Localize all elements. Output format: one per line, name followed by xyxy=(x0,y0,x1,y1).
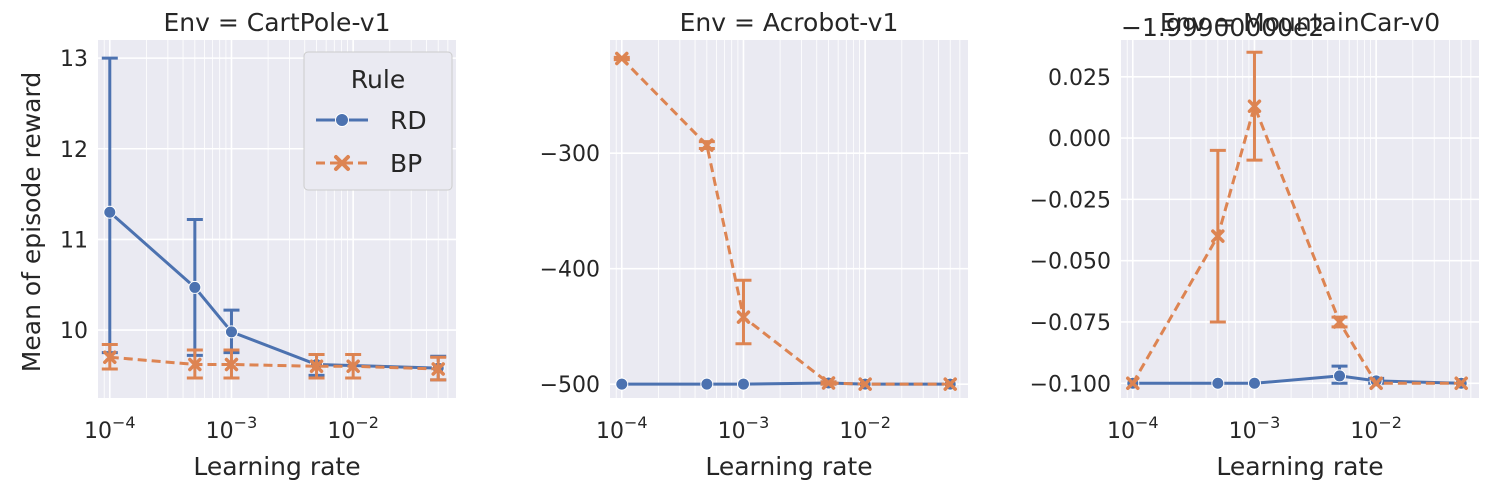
series-bp xyxy=(613,51,957,391)
legend: Rule RD BP xyxy=(303,51,453,191)
panel-title: Env = MountainCar-v0 xyxy=(1160,8,1440,37)
panels: 10−4 10−3 10−2 10 11 12 13 Env = CartPole-v1 10−… xyxy=(60,8,1479,444)
x-tick-label: 10−2 xyxy=(327,413,379,444)
data-point xyxy=(858,377,872,391)
panel-title: Env = Acrobot-v1 xyxy=(680,8,899,37)
legend-label-bp: BP xyxy=(390,149,422,178)
y-offset-text: −1.99900000e2 xyxy=(1121,13,1324,42)
y-tick-label: 11 xyxy=(60,228,88,253)
y-tick-label: 13 xyxy=(60,47,88,72)
data-point xyxy=(1369,376,1383,391)
x-tick-label: 10−2 xyxy=(839,413,891,444)
x-tick-label: 10−3 xyxy=(1229,413,1281,444)
y-tick-label: −400 xyxy=(540,258,600,283)
y-tick-label: −0.075 xyxy=(1030,311,1111,336)
series-bp xyxy=(101,343,447,382)
data-point xyxy=(615,51,629,66)
data-point xyxy=(1211,229,1225,243)
y-tick-label: −0.025 xyxy=(1030,188,1111,213)
x-tick-label: 10−4 xyxy=(1107,413,1159,444)
data-point xyxy=(1211,376,1225,390)
series-line xyxy=(620,57,951,386)
data-point xyxy=(700,138,714,152)
series-line xyxy=(1131,101,1462,385)
data-point xyxy=(346,359,360,374)
y-tick-label: 0.025 xyxy=(1048,66,1111,91)
data-point xyxy=(103,350,117,364)
x-axis-label-3: Learning rate xyxy=(1216,452,1383,481)
series-bp xyxy=(1126,50,1468,391)
data-point xyxy=(188,280,202,294)
y-tick-label: −300 xyxy=(540,142,600,167)
data-point xyxy=(103,205,117,219)
legend-frame xyxy=(303,51,453,191)
panel-title: Env = CartPole-v1 xyxy=(164,8,391,37)
data-point xyxy=(821,376,836,390)
plot-area xyxy=(610,40,968,398)
data-point xyxy=(1454,376,1468,391)
panel-3: 10−4 10−3 10−2 −0.100 −0.075 −0.050 −0.025 0.00… xyxy=(1030,8,1479,444)
x-axis-label-1: Learning rate xyxy=(193,452,360,481)
x-tick-label: 10−2 xyxy=(1350,413,1402,444)
data-point xyxy=(224,357,239,372)
data-point xyxy=(736,377,750,391)
legend-label-rd: RD xyxy=(390,106,427,135)
data-point xyxy=(188,357,202,372)
data-point xyxy=(1126,376,1140,391)
data-point xyxy=(431,362,445,376)
x-tick-label: 10−3 xyxy=(718,413,770,444)
x-axis-label-2: Learning rate xyxy=(705,452,872,481)
data-point xyxy=(615,377,629,391)
data-point xyxy=(1247,99,1262,113)
data-point xyxy=(224,325,238,339)
data-point xyxy=(309,359,324,374)
legend-marker-bp xyxy=(334,155,350,171)
data-point xyxy=(1332,315,1347,329)
y-axis-label: Mean of episode reward xyxy=(17,72,46,372)
data-point xyxy=(1247,376,1261,390)
y-tick-label: 10 xyxy=(60,319,88,344)
data-point xyxy=(736,310,751,324)
y-tick-label: 12 xyxy=(60,138,88,163)
x-tick-label: 10−4 xyxy=(84,413,136,444)
legend-marker-rd xyxy=(335,113,349,127)
x-tick-label: 10−4 xyxy=(596,413,648,444)
data-point xyxy=(1333,369,1347,383)
panel-2: 10−4 10−3 10−2 −500 −400 −300 Env = Acrobot-v1 xyxy=(540,8,968,444)
x-tick-label: 10−3 xyxy=(206,413,258,444)
data-point xyxy=(943,377,957,391)
y-tick-label: −0.100 xyxy=(1030,372,1111,397)
y-tick-label: −500 xyxy=(540,373,600,398)
legend-title: Rule xyxy=(351,65,405,94)
y-tick-label: 0.000 xyxy=(1048,127,1111,152)
y-tick-label: −0.050 xyxy=(1030,250,1111,275)
series-line xyxy=(1132,374,1462,385)
series-line xyxy=(109,355,439,371)
data-point xyxy=(700,377,714,391)
